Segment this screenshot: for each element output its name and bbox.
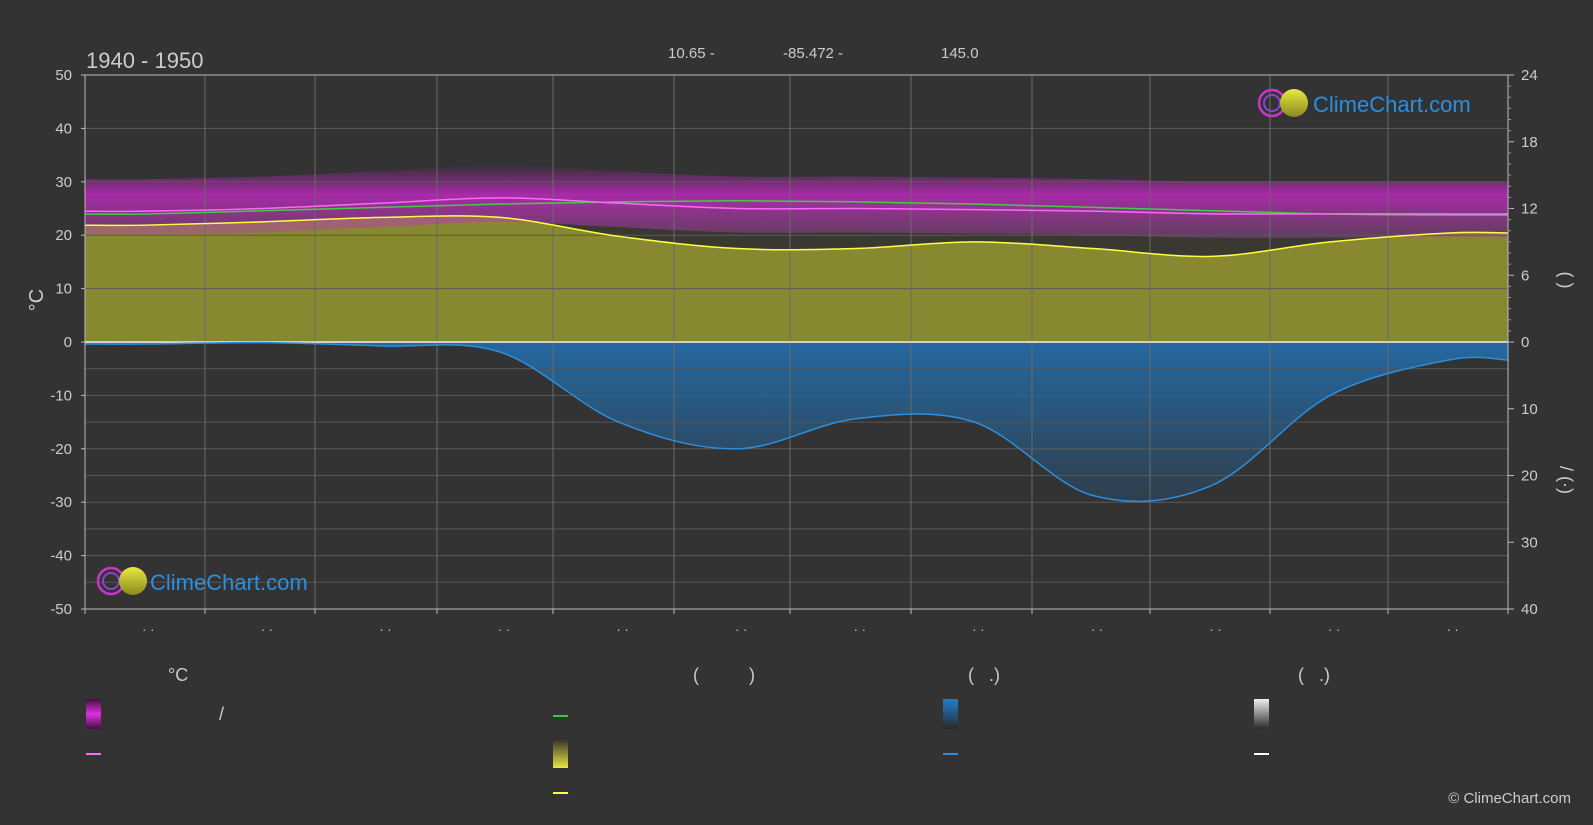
y-tick-label-right-lower: 10 [1521,401,1538,418]
legend-daylight-line [553,715,568,717]
y-tick-label-left: 0 [64,334,72,351]
logo-bottom-left: ClimeChart.com [96,566,308,596]
y-tick-label-left: -40 [50,548,72,565]
legend-col3-head: ( .) [968,665,1000,685]
y-tick-label-right-upper: 0 [1521,334,1529,351]
header-value-2: -85.472 - [783,45,843,62]
y-tick-label-right-upper: 18 [1521,134,1538,151]
y-tick-label-left: 40 [55,120,72,137]
sunshine-area [85,215,1508,342]
legend-max-temp-line [86,753,101,755]
climate-chart: 50 40 30 20 10 0 -10 -20 -30 -40 -50 24 18 12 6 0 10 20 30… [26,45,1576,637]
x-tick-label: · · [972,622,984,637]
y-axis-label-left: °C [26,289,48,311]
y-tick-label-left: 50 [55,67,72,84]
legend-col1-head: °C [168,665,189,685]
y-tick-label-left: 10 [55,281,72,298]
x-tick-label: · · [261,622,273,637]
y-tick-label-left: -10 [50,387,72,404]
precipitation-line [85,341,1508,503]
logo-top-right: ClimeChart.com [1257,88,1471,118]
y-tick-label-right-upper: 6 [1521,267,1529,284]
x-tick-label: · · [1328,622,1340,637]
x-tick-label: · · [735,622,747,637]
header-value-3: 145.0 [941,45,979,62]
x-tick-label: · · [1091,622,1103,637]
legend-col2-head: ( ) [693,665,755,685]
y-axis-label-right-lower: / (·) [1556,466,1576,494]
y-axis-label-right-upper: ( ) [1556,272,1576,289]
y-tick-label-right-upper: 12 [1521,201,1538,218]
legend-snow-swatch [1254,699,1269,729]
y-tick-label-right-upper: 24 [1521,67,1538,84]
legend-sunshine-swatch [553,738,568,768]
legend-col4-head: ( .) [1298,665,1330,685]
x-tick-label: · · [1447,622,1459,637]
logo-sun-icon [1280,89,1308,117]
x-tick-label: · · [498,622,510,637]
y-tick-label-right-lower: 40 [1521,601,1538,618]
legend-precip-line [943,753,958,755]
y-tick-label-left: 20 [55,227,72,244]
x-tick-label: · · [616,622,628,637]
y-tick-label-left: 30 [55,174,72,191]
header-value-1: 10.65 - [668,45,715,62]
y-tick-label-right-lower: 20 [1521,468,1538,485]
legend-slash: / [219,704,225,724]
sunshine-line [85,215,1508,258]
y-tick-label-right-lower: 30 [1521,534,1538,551]
logo-text-bottom: ClimeChart.com [150,570,308,595]
legend-snow-line [1254,753,1269,755]
y-tick-label-left: -30 [50,494,72,511]
chart-title: 1940 - 1950 [86,48,203,73]
y-tick-label-left: -20 [50,441,72,458]
y-tick-label-left: -50 [50,601,72,618]
max-temperature-line [85,197,1508,215]
legend-temp-range-swatch [86,699,101,729]
logo-sun-icon [119,567,147,595]
x-tick-label: · · [142,622,154,637]
legend-sunshine-line [553,792,568,794]
x-tick-label: · · [379,622,391,637]
x-tick-label: · · [854,622,866,637]
copyright-text: © ClimeChart.com [1448,790,1571,807]
x-tick-label: · · [1209,622,1221,637]
logo-text-top: ClimeChart.com [1313,92,1471,117]
legend-precip-swatch [943,699,958,729]
